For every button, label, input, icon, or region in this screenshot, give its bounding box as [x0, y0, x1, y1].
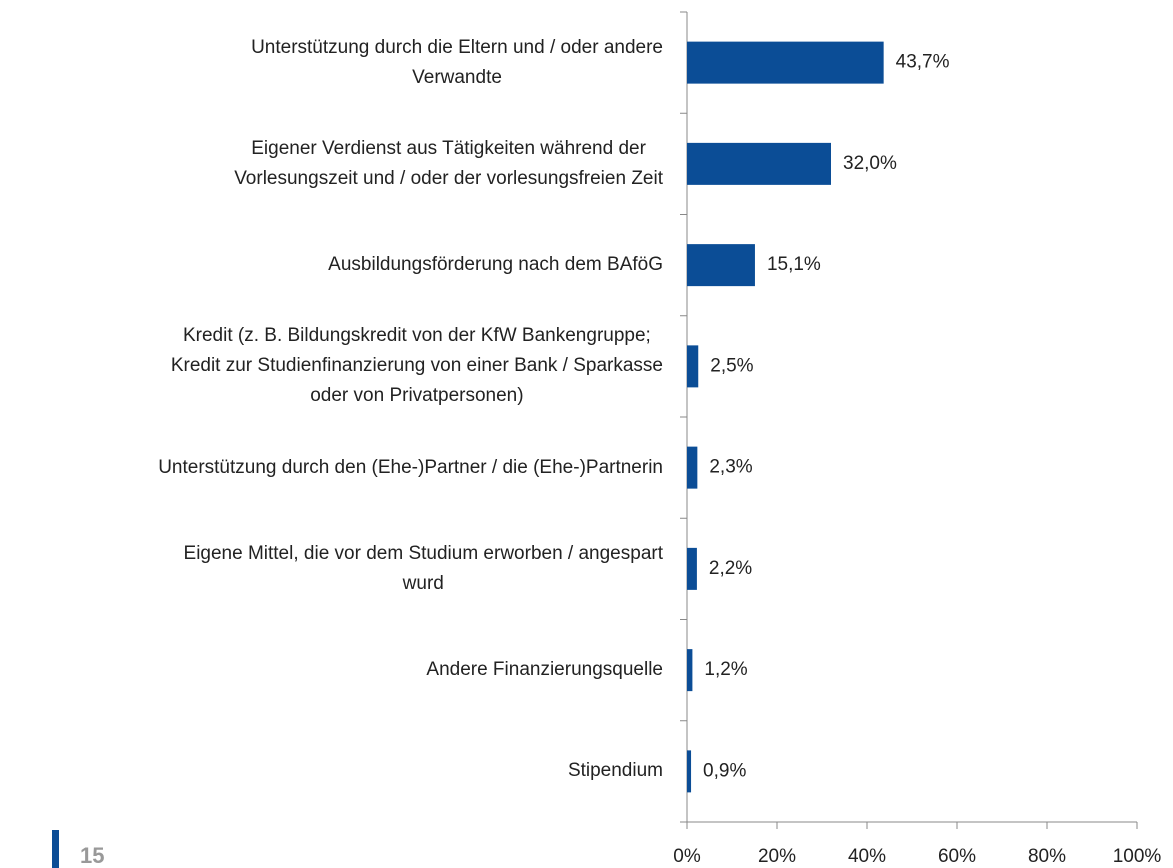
category-label: Eigener Verdienst aus Tätigkeiten währen… — [234, 137, 663, 189]
bar — [687, 41, 884, 84]
category-label: Ausbildungsförderung nach dem BAföG — [328, 254, 663, 276]
category-label: Eigene Mittel, die vor dem Studium erwor… — [183, 542, 663, 594]
value-label: 1,2% — [704, 659, 747, 680]
x-tick-label: 80% — [1028, 846, 1066, 867]
value-label: 0,9% — [703, 760, 746, 781]
bar — [687, 547, 697, 590]
bar — [687, 345, 699, 388]
category-label: Kredit (z. B. Bildungskredit von der KfW… — [170, 325, 663, 407]
page-marker — [52, 830, 59, 868]
bar — [687, 244, 755, 287]
x-tick-label: 60% — [938, 846, 976, 867]
x-tick-label: 20% — [758, 846, 796, 867]
value-label: 2,5% — [710, 355, 753, 376]
category-label: Unterstützung durch die Eltern und / ode… — [251, 36, 663, 88]
bar — [687, 649, 693, 692]
value-label: 2,2% — [709, 558, 752, 579]
value-label: 15,1% — [767, 254, 821, 275]
bar — [687, 750, 692, 793]
value-label: 43,7% — [896, 52, 950, 73]
bar — [687, 142, 831, 185]
value-label: 32,0% — [843, 153, 897, 174]
bar — [687, 446, 698, 489]
value-label: 2,3% — [709, 457, 752, 478]
category-label: Stipendium — [567, 760, 663, 782]
x-tick-label: 40% — [848, 846, 886, 867]
category-label: Andere Finanzierungsquelle — [426, 659, 663, 681]
category-label: Unterstützung durch den (Ehe-)Partner / … — [158, 456, 663, 478]
page-number: 15 — [80, 843, 104, 868]
x-tick-label: 100% — [1113, 846, 1162, 867]
x-tick-label: 0% — [673, 846, 701, 867]
